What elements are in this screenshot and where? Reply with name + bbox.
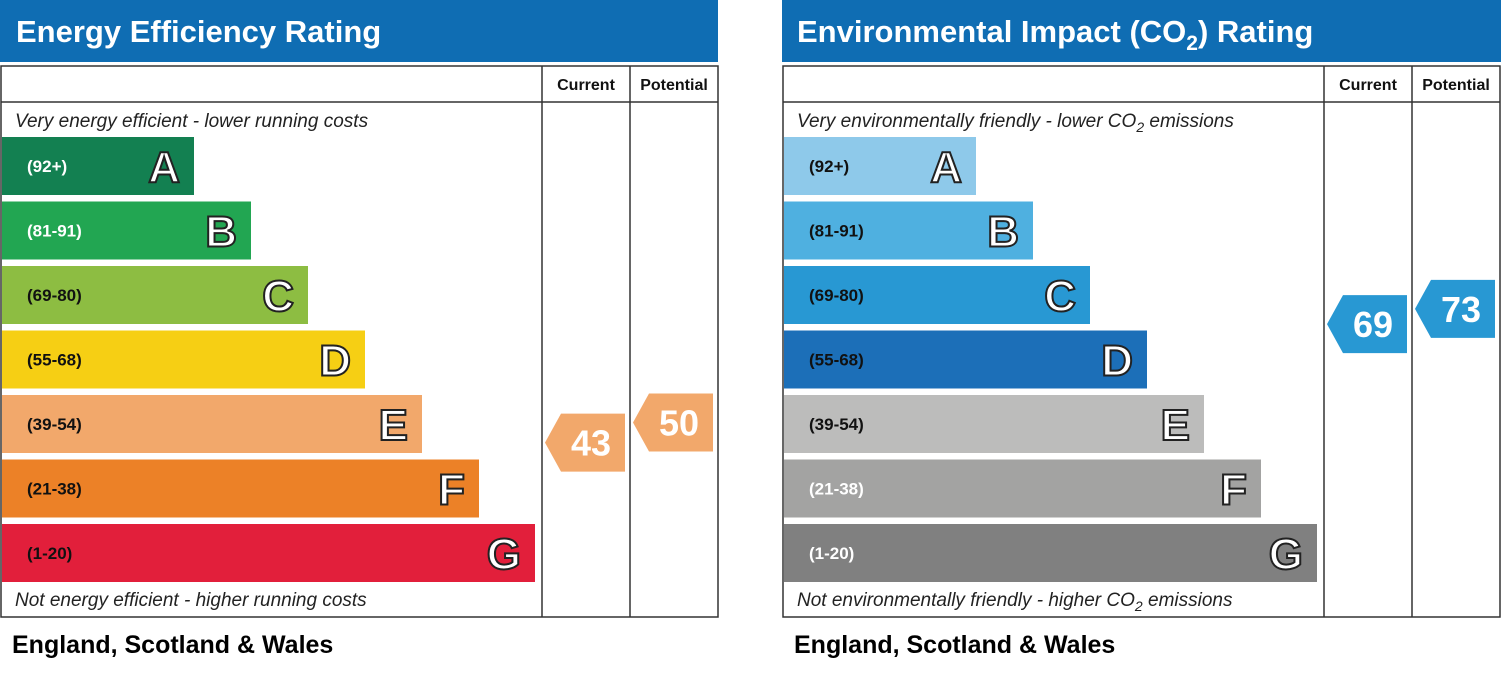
band-range-label: (81-91): [27, 222, 82, 241]
band-f: (21-38) F: [784, 459, 1261, 518]
energy-current-header: Current: [557, 77, 615, 94]
band-range-label: (1-20): [27, 544, 72, 563]
energy-header-bar: [0, 0, 718, 62]
current-rating-value: 43: [571, 423, 611, 464]
band-letter: B: [987, 208, 1019, 257]
band-bar-b: [2, 201, 251, 260]
current-marker-arrow: [545, 413, 625, 472]
band-bar-e: [784, 395, 1204, 453]
band-bar-b: [784, 201, 1033, 260]
environment-bottom-note: Not environmentally friendly - higher CO…: [797, 590, 1233, 614]
potential-rating-value: 50: [659, 403, 699, 444]
band-bar-a: [784, 137, 976, 195]
potential-marker-arrow: [633, 393, 713, 452]
band-range-label: (92+): [27, 157, 67, 176]
band-letter: C: [262, 272, 294, 321]
environmental-impact-panel: Environmental Impact (CO2) Rating Curren…: [782, 0, 1501, 659]
current-rating-value: 69: [1353, 304, 1393, 345]
band-e: (39-54) E: [784, 395, 1204, 453]
band-bar-d: [2, 330, 365, 389]
band-letter: F: [1220, 466, 1247, 515]
current-rating-marker: 69: [1327, 295, 1407, 354]
band-d: (55-68) D: [2, 330, 365, 389]
band-bar-f: [784, 459, 1261, 518]
band-letter: E: [1161, 401, 1190, 450]
energy-efficiency-panel: Energy Efficiency Rating Current Potenti…: [0, 0, 719, 659]
band-d: (55-68) D: [784, 330, 1147, 389]
environment-chart-title: Environmental Impact (CO2) Rating: [797, 14, 1313, 55]
band-g: (1-20) G: [784, 524, 1317, 582]
band-letter: B: [205, 208, 237, 257]
band-range-label: (21-38): [809, 480, 864, 499]
band-letter: G: [487, 530, 521, 579]
energy-footer: England, Scotland & Wales: [12, 631, 333, 659]
band-range-label: (39-54): [809, 415, 864, 434]
band-bar-a: [2, 137, 194, 195]
environment-current-header: Current: [1339, 77, 1397, 94]
band-f: (21-38) F: [2, 459, 479, 518]
band-letter: D: [1101, 337, 1133, 386]
environment-frame: [782, 65, 1501, 618]
band-bar-c: [2, 266, 308, 324]
band-range-label: (69-80): [809, 286, 864, 305]
band-range-label: (21-38): [27, 480, 82, 499]
energy-top-note: Very energy efficient - lower running co…: [15, 111, 369, 132]
band-letter: A: [148, 143, 180, 192]
band-letter: G: [1269, 530, 1303, 579]
band-a: (92+) A: [784, 137, 976, 195]
current-rating-marker: 43: [545, 413, 625, 472]
band-a: (92+) A: [2, 137, 194, 195]
environment-footer: England, Scotland & Wales: [794, 631, 1115, 659]
energy-markers: 43 50: [545, 393, 713, 472]
band-g: (1-20) G: [2, 524, 535, 582]
energy-bottom-note: Not energy efficient - higher running co…: [15, 590, 367, 611]
band-range-label: (55-68): [27, 351, 82, 370]
band-bar-e: [2, 395, 422, 453]
band-letter: C: [1044, 272, 1076, 321]
band-range-label: (81-91): [809, 222, 864, 241]
environment-header-bar: [782, 0, 1501, 62]
band-bar-d: [784, 330, 1147, 389]
band-c: (69-80) C: [2, 266, 308, 324]
potential-rating-value: 73: [1441, 289, 1481, 330]
band-range-label: (1-20): [809, 544, 854, 563]
band-b: (81-91) B: [2, 201, 251, 260]
environment-markers: 69 73: [1327, 279, 1495, 354]
current-marker-arrow: [1327, 295, 1407, 354]
band-letter: F: [438, 466, 465, 515]
band-bar-g: [2, 524, 535, 582]
energy-frame: [0, 65, 719, 618]
energy-bands: (92+) A (81-91) B (69-80) C (55-68) D (39-54) E (2…: [2, 137, 535, 582]
environment-top-note: Very environmentally friendly - lower CO…: [797, 111, 1234, 135]
band-range-label: (92+): [809, 157, 849, 176]
band-range-label: (39-54): [27, 415, 82, 434]
band-e: (39-54) E: [2, 395, 422, 453]
band-letter: A: [930, 143, 962, 192]
energy-potential-header: Potential: [640, 77, 708, 94]
environment-potential-header: Potential: [1422, 77, 1490, 94]
energy-chart-title: Energy Efficiency Rating: [16, 14, 381, 49]
band-range-label: (55-68): [809, 351, 864, 370]
band-letter: E: [379, 401, 408, 450]
band-range-label: (69-80): [27, 286, 82, 305]
environment-bands: (92+) A (81-91) B (69-80) C (55-68) D (39-54) E (2…: [784, 137, 1317, 582]
band-bar-c: [784, 266, 1090, 324]
potential-rating-marker: 73: [1415, 279, 1495, 338]
potential-rating-marker: 50: [633, 393, 713, 452]
band-c: (69-80) C: [784, 266, 1090, 324]
band-bar-g: [784, 524, 1317, 582]
potential-marker-arrow: [1415, 279, 1495, 338]
band-bar-f: [2, 459, 479, 518]
band-b: (81-91) B: [784, 201, 1033, 260]
band-letter: D: [319, 337, 351, 386]
